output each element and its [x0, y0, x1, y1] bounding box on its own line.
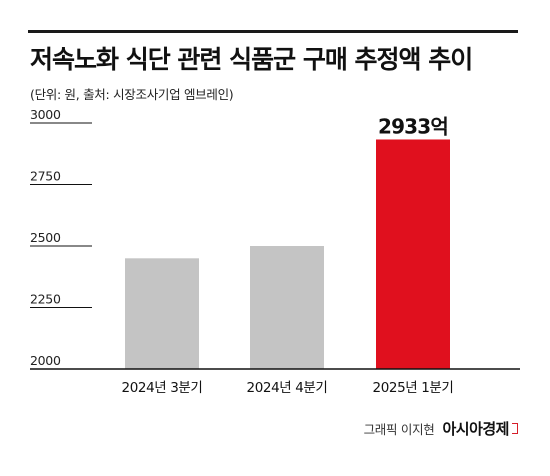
x-tick-label: 2024년 3분기 — [122, 380, 203, 396]
bar-data-label: 2933억 — [378, 114, 448, 138]
chart-subtitle: (단위: 원, 출처: 시장조사기업 엠브레인) — [30, 87, 234, 102]
x-tick-label: 2025년 1분기 — [373, 380, 454, 396]
y-tick-label: 2750 — [30, 169, 61, 184]
bar — [376, 139, 450, 369]
bar — [125, 258, 199, 369]
y-tick-label: 2250 — [30, 292, 61, 307]
y-tick-label: 3000 — [30, 107, 61, 122]
chart-title: 저속노화 식단 관련 식품군 구매 추정액 추이 — [30, 45, 473, 74]
bar — [250, 246, 324, 369]
top-rule — [28, 30, 518, 33]
brand-mark-icon — [512, 423, 518, 434]
graphic-credit: 그래픽 이지현 — [363, 422, 435, 437]
footer: 그래픽 이지현 아시아경제 — [364, 418, 518, 439]
publisher-brand: 아시아경제 — [442, 420, 509, 438]
y-tick-label: 2500 — [30, 230, 61, 245]
x-tick-label: 2024년 4분기 — [247, 380, 328, 396]
y-tick-label: 2000 — [30, 353, 61, 368]
